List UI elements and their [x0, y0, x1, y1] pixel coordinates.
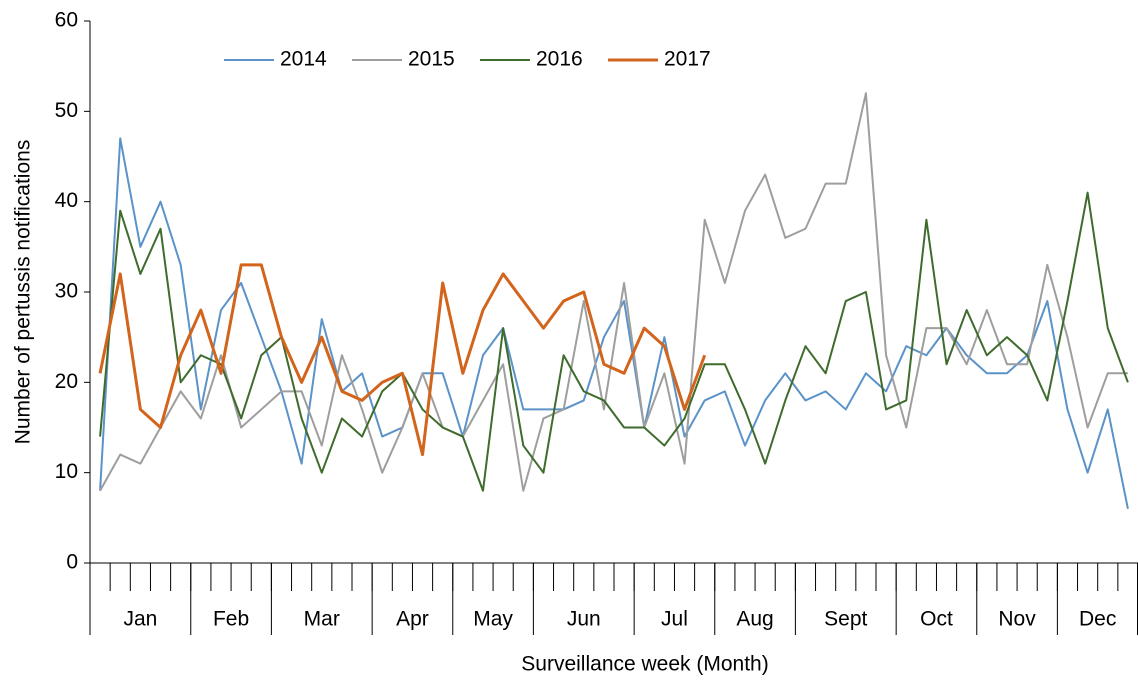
- series-line: [98, 263, 707, 457]
- y-axis-label: Number of pertussis notifications: [12, 140, 35, 445]
- month-label: May: [473, 608, 513, 631]
- legend-label: 2017: [664, 48, 711, 71]
- month-label: Nov: [998, 608, 1036, 631]
- month-label: Jun: [567, 608, 601, 631]
- y-tick-label: 30: [55, 280, 78, 303]
- month-label: Jul: [661, 608, 688, 631]
- month-label: Mar: [304, 608, 340, 631]
- month-label: Aug: [736, 608, 773, 631]
- y-tick-label: 60: [55, 9, 78, 32]
- x-axis-label: Surveillance week (Month): [521, 653, 768, 676]
- month-label: Feb: [213, 608, 249, 631]
- y-tick-label: 20: [55, 370, 78, 393]
- legend-label: 2015: [408, 48, 455, 71]
- series-line: [99, 92, 1128, 492]
- y-tick-label: 10: [55, 460, 78, 483]
- series-line: [99, 191, 1129, 492]
- y-tick-label: 50: [55, 99, 78, 122]
- y-tick-label: 0: [66, 551, 78, 574]
- series-line: [99, 137, 1129, 509]
- month-label: Oct: [920, 608, 953, 631]
- legend-label: 2016: [536, 48, 583, 71]
- month-label: Sept: [824, 608, 867, 631]
- legend-label: 2014: [280, 48, 327, 71]
- month-label: Apr: [396, 608, 429, 631]
- month-label: Jan: [123, 608, 157, 631]
- y-tick-label: 40: [55, 189, 78, 212]
- month-label: Dec: [1079, 608, 1116, 631]
